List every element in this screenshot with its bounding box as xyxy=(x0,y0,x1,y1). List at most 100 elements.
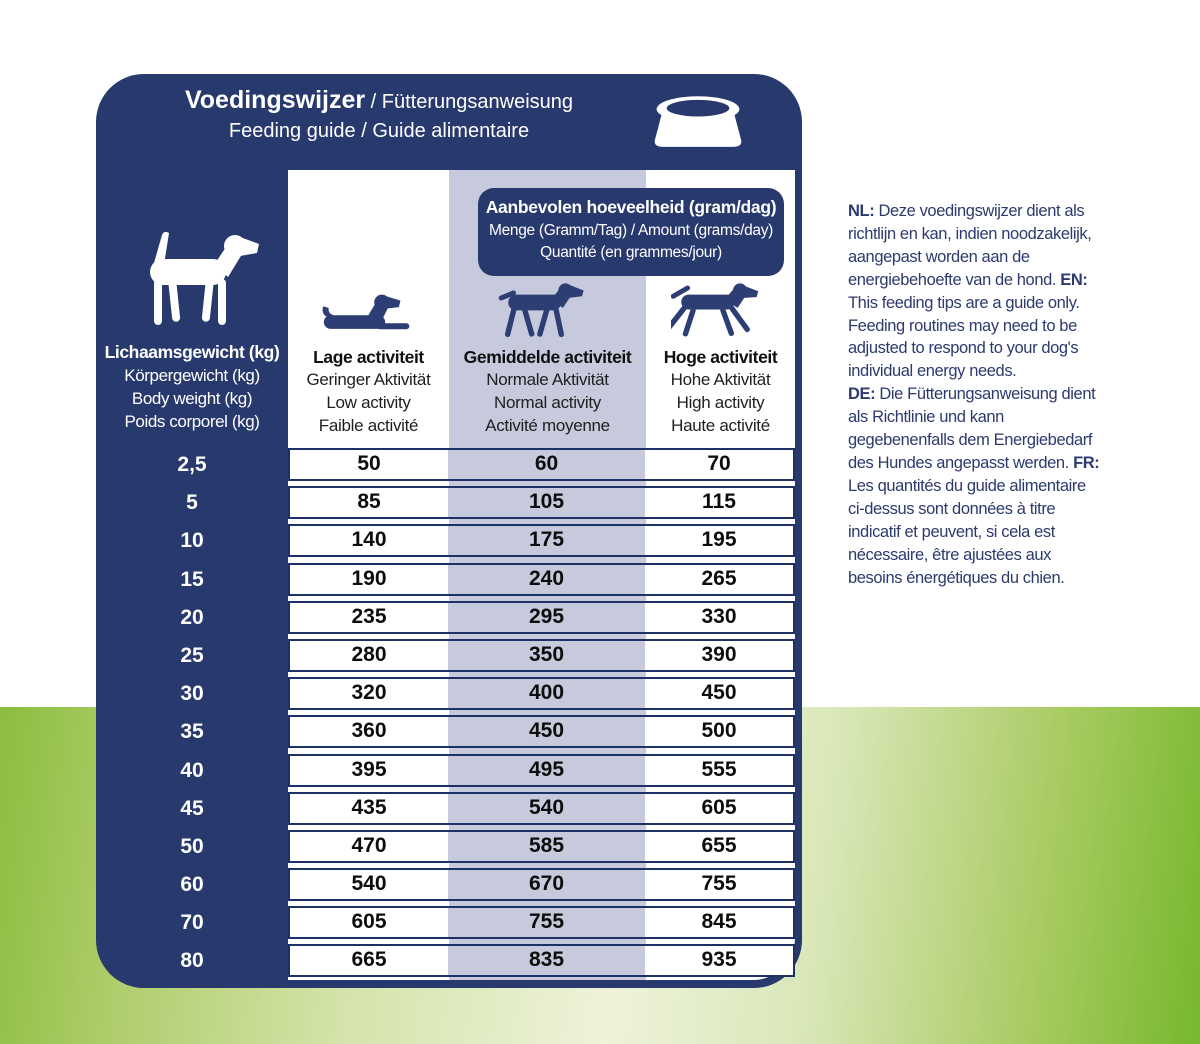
note-line: als Richtlinie und kann xyxy=(848,408,1004,427)
column-label: Activité moyenne xyxy=(485,416,610,435)
note-line: This feeding tips are a guide only. xyxy=(848,293,1080,312)
low-activity-value: 605 xyxy=(351,910,387,934)
note-line: gegebenenfalls dem Energiebedarf xyxy=(848,431,1093,450)
row-values: 395 495 555 xyxy=(288,753,795,787)
note-line: Feeding routines may need to be xyxy=(848,316,1077,335)
normal-activity-value: 60 xyxy=(448,450,645,479)
normal-activity-value: 240 xyxy=(448,564,645,594)
column-label: Haute activité xyxy=(671,416,770,435)
row-values: 540 670 755 xyxy=(288,868,795,902)
high-activity-value: 605 xyxy=(701,795,737,819)
weight-value: 45 xyxy=(180,796,204,820)
column-label: Hoge activiteit xyxy=(663,347,778,367)
high-activity-value: 450 xyxy=(701,681,737,705)
title-main: Voedingswijzer xyxy=(184,86,366,114)
normal-activity-value: 105 xyxy=(448,488,645,518)
weight-value: 80 xyxy=(180,949,204,973)
normal-activity-value: 495 xyxy=(448,755,645,785)
column-header-normal-activity: Gemiddelde activiteit Normale Aktivität … xyxy=(449,277,646,437)
weight-header-line: Poids corporel (kg) xyxy=(124,412,260,431)
row-values: 85 105 115 xyxy=(288,486,795,520)
high-activity-value: 935 xyxy=(701,948,737,972)
weight-value: 10 xyxy=(180,529,204,553)
column-label: Normale Aktivität xyxy=(486,370,609,389)
low-activity-value: 435 xyxy=(351,795,387,819)
column-label: High activity xyxy=(676,393,765,412)
low-activity-value: 395 xyxy=(351,757,387,781)
weight-value: 5 xyxy=(186,491,198,515)
table-row: 5 85 105 115 xyxy=(96,486,795,520)
note-line: nécessaire, être ajustées aux xyxy=(848,545,1052,564)
standing-dog-icon xyxy=(150,231,259,325)
low-activity-value: 540 xyxy=(351,872,387,896)
high-activity-value: 845 xyxy=(701,910,737,934)
dog-bowl-icon xyxy=(654,96,742,147)
weight-header-line: Körpergewicht (kg) xyxy=(124,366,260,385)
table-row: 70 605 755 845 xyxy=(96,906,795,940)
high-activity-value: 195 xyxy=(701,528,737,552)
table-row: 50 470 585 655 xyxy=(96,829,795,863)
table-row: 15 190 240 265 xyxy=(96,562,795,596)
table-row: 30 320 400 450 xyxy=(96,677,795,711)
note-line: individual energy needs. xyxy=(848,362,1017,381)
table-rows: 2,5 50 60 70 5 85 105 115 10 140 175 195 15 190 240 265… xyxy=(96,448,795,983)
row-values: 320 400 450 xyxy=(288,677,795,711)
high-activity-value: 755 xyxy=(701,872,737,896)
row-values: 140 175 195 xyxy=(288,524,795,558)
weight-value: 20 xyxy=(180,605,204,629)
high-activity-value: 115 xyxy=(702,490,736,514)
normal-activity-value: 670 xyxy=(448,870,645,900)
recommended-line-3: Quantité (en grammes/jour) xyxy=(540,244,722,261)
row-values: 280 350 390 xyxy=(288,638,795,672)
normal-activity-value: 450 xyxy=(448,717,645,747)
low-activity-value: 140 xyxy=(351,528,387,552)
weight-value: 70 xyxy=(180,911,204,935)
row-values: 235 295 330 xyxy=(288,600,795,634)
low-activity-value: 190 xyxy=(351,566,387,590)
note-line: Les quantités du guide alimentaire xyxy=(848,476,1086,495)
panel-title: Voedingswijzer / Fütterungsanweisung Fee… xyxy=(96,86,662,143)
weight-column-header: Lichaamsgewicht (kg) Körpergewicht (kg) … xyxy=(96,341,288,433)
row-values: 665 835 935 xyxy=(288,944,795,978)
running-dog-icon xyxy=(670,283,758,337)
row-values: 605 755 845 xyxy=(288,906,795,940)
high-activity-value: 70 xyxy=(707,452,731,475)
note-line: richtlijn en kan, indien noodzakelijk, xyxy=(848,224,1092,243)
title-line-2: Feeding guide / Guide alimentaire xyxy=(228,120,530,142)
low-activity-value: 50 xyxy=(357,452,381,475)
low-activity-value: 235 xyxy=(351,604,387,628)
column-label: Low activity xyxy=(326,393,411,412)
note-line: besoins énergétiques du chien. xyxy=(848,568,1065,587)
weight-value: 15 xyxy=(180,567,204,591)
walking-dog-icon-wrap xyxy=(449,277,646,341)
weight-header-line: Lichaamsgewicht (kg) xyxy=(104,342,280,362)
high-activity-value: 330 xyxy=(701,604,737,628)
high-activity-value: 655 xyxy=(701,833,737,857)
weight-value: 35 xyxy=(180,720,204,744)
high-activity-value: 555 xyxy=(701,757,737,781)
row-values: 360 450 500 xyxy=(288,715,795,749)
low-activity-value: 665 xyxy=(351,948,387,972)
walking-dog-icon xyxy=(498,283,584,338)
column-label: Normal activity xyxy=(494,393,601,412)
note-line: ci-dessus sont données à titre xyxy=(848,499,1056,518)
low-activity-value: 85 xyxy=(357,490,381,514)
table-row: 40 395 495 555 xyxy=(96,753,795,787)
row-values: 435 540 605 xyxy=(288,791,795,825)
row-values: 50 60 70 xyxy=(288,448,795,481)
high-activity-value: 500 xyxy=(701,719,737,743)
note-line: adjusted to respond to your dog's xyxy=(848,339,1079,358)
recommended-amount-header: Aanbevolen hoeveelheid (gram/dag) Menge … xyxy=(478,188,784,276)
weight-value: 40 xyxy=(180,758,204,782)
table-row: 35 360 450 500 xyxy=(96,715,795,749)
table-row: 25 280 350 390 xyxy=(96,638,795,672)
normal-activity-value: 585 xyxy=(448,831,645,861)
feeding-guide-panel: Voedingswijzer / Fütterungsanweisung Fee… xyxy=(96,74,802,988)
note-line: energiebehoefte van de hond. EN: xyxy=(848,270,1088,289)
column-header-high-activity: Hoge activiteit Hohe Aktivität High acti… xyxy=(646,277,795,437)
high-activity-value: 390 xyxy=(701,642,737,666)
table-row: 45 435 540 605 xyxy=(96,791,795,825)
normal-activity-value: 540 xyxy=(448,793,645,823)
note-line: DE: Die Fütterungsanweisung dient xyxy=(848,385,1096,404)
